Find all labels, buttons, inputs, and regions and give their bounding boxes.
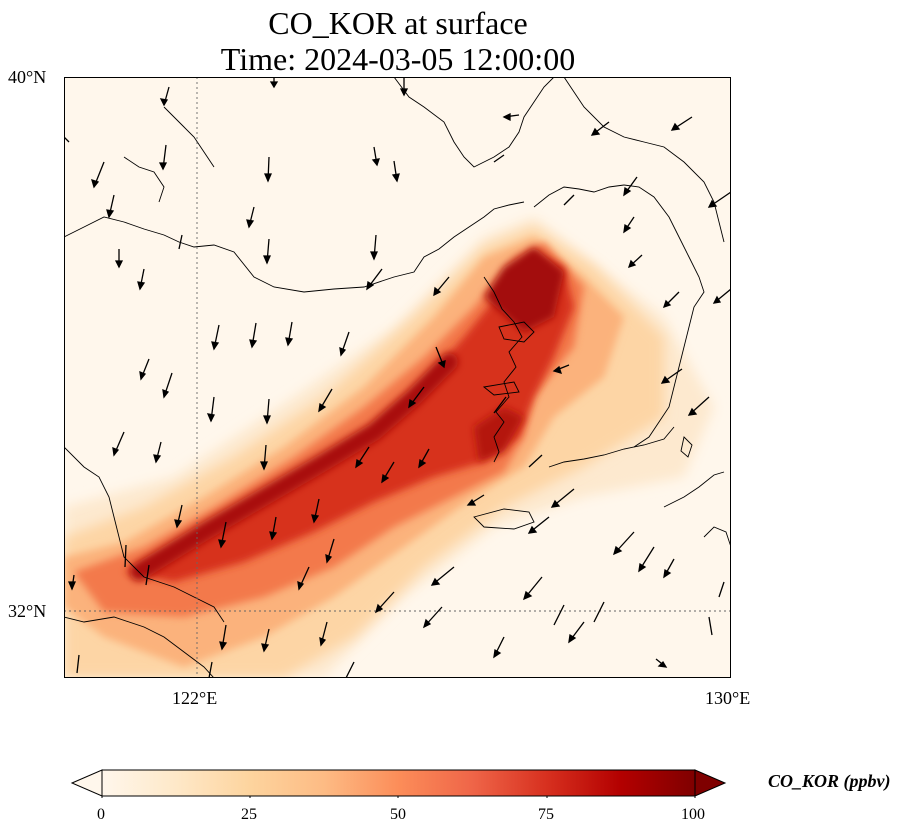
lon-tick-122e: 122°E	[172, 688, 218, 708]
concentration-map	[64, 77, 731, 678]
co-plume	[64, 217, 714, 678]
colorbar-tick-0: 0	[97, 806, 105, 823]
coastlines	[64, 77, 731, 678]
colorbar-tick-75: 75	[538, 806, 554, 823]
gridlines	[64, 77, 731, 678]
lat-tick-32n: 32°N	[8, 601, 47, 621]
map-title: CO_KOR at surface	[268, 5, 528, 41]
colorbar-min-extend	[70, 769, 103, 797]
map-frame	[64, 77, 731, 678]
wind-vectors	[64, 77, 731, 678]
colorbar-tick-100: 100	[681, 806, 705, 823]
colorbar-label: CO_KOR (ppbv)	[768, 771, 891, 791]
colorbar-max-extend	[694, 769, 727, 797]
lon-tick-130e: 130°E	[705, 688, 751, 708]
colorbar-gradient	[101, 769, 696, 797]
map-time-subtitle: Time: 2024-03-05 12:00:00	[220, 41, 576, 77]
lat-tick-40n: 40°N	[8, 67, 47, 87]
colorbar-tick-50: 50	[390, 806, 406, 823]
colorbar	[70, 769, 727, 798]
colorbar-tick-25: 25	[241, 806, 257, 823]
